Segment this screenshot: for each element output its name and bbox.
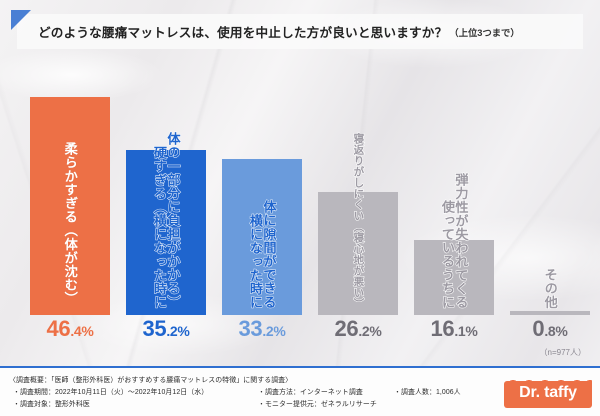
bar-4[interactable]	[318, 192, 398, 315]
bar-label-6: その他	[502, 268, 598, 310]
value-label-5: 16.1%	[430, 316, 478, 341]
value-label-4: 26.2%	[334, 316, 382, 341]
bar-6[interactable]	[510, 311, 590, 315]
bar-5[interactable]	[414, 240, 494, 315]
value-label-1: 46.4%	[46, 316, 94, 341]
footer-period: ・調査期間：2022年10月11日（火）～2022年10月12日（水）	[13, 389, 209, 396]
footer-target: ・調査対象：整形外科医	[13, 401, 90, 408]
bar-column: 寝返りがしにくい（寝心地が悪い）	[310, 62, 406, 315]
value-label-2: 35.2%	[142, 316, 190, 341]
bar-column: 硬すぎる（横になった時に 体の一部分に負担がかかる）	[118, 62, 214, 315]
bar-1[interactable]	[30, 97, 110, 315]
bar-column: 柔らかすぎる（体が沈む）	[22, 62, 118, 315]
logo-body-shape	[504, 381, 592, 408]
footer-overview: 〈調査概要：「医師（整形外科医）がおすすめする腰痛マットレスの特徴」に関する調査…	[9, 377, 293, 384]
bar-2[interactable]	[126, 150, 206, 315]
value-label-row: 46.4% 35.2% 33.2% 26.2% 16.1% 0.8%	[0, 316, 600, 350]
bar-column: 使っているうちに 弾力性が失われてくる	[406, 62, 502, 315]
footer-monitor: ・モニター提供元：ゼネラルリサーチ	[258, 401, 377, 408]
bar-3[interactable]	[222, 159, 302, 315]
brand-logo: Dr. taffy	[504, 374, 592, 408]
footer-method: ・調査方法：インターネット調査	[258, 389, 363, 396]
bar-label-line: その他	[542, 268, 558, 310]
logo-text: Dr. taffy	[519, 384, 577, 401]
footer-count: ・調査人数：1,006人	[394, 389, 461, 396]
sample-size-note: （n=977人）	[539, 348, 586, 357]
title-banner: どのような腰痛マットレスは、使用を中止した方が良いと思いますか？ （上位3つまで…	[11, 10, 583, 49]
footer: 〈調査概要：「医師（整形外科医）がおすすめする腰痛マットレスの特徴」に関する調査…	[0, 366, 600, 416]
bar-column: その他	[502, 62, 598, 315]
page-title-note: （上位3つまで）	[449, 27, 520, 38]
bar-column: 横になった時に 体に隙間ができる	[214, 62, 310, 315]
bar-chart: 柔らかすぎる（体が沈む） 硬すぎる（横になった時に 体の一部分に負担がかかる） 横にな…	[0, 60, 600, 315]
triangle-accent-icon	[11, 10, 31, 30]
value-label-3: 33.2%	[238, 316, 286, 341]
value-label-6: 0.8%	[532, 316, 568, 341]
page-title: どのような腰痛マットレスは、使用を中止した方が良いと思いますか？	[38, 26, 448, 40]
